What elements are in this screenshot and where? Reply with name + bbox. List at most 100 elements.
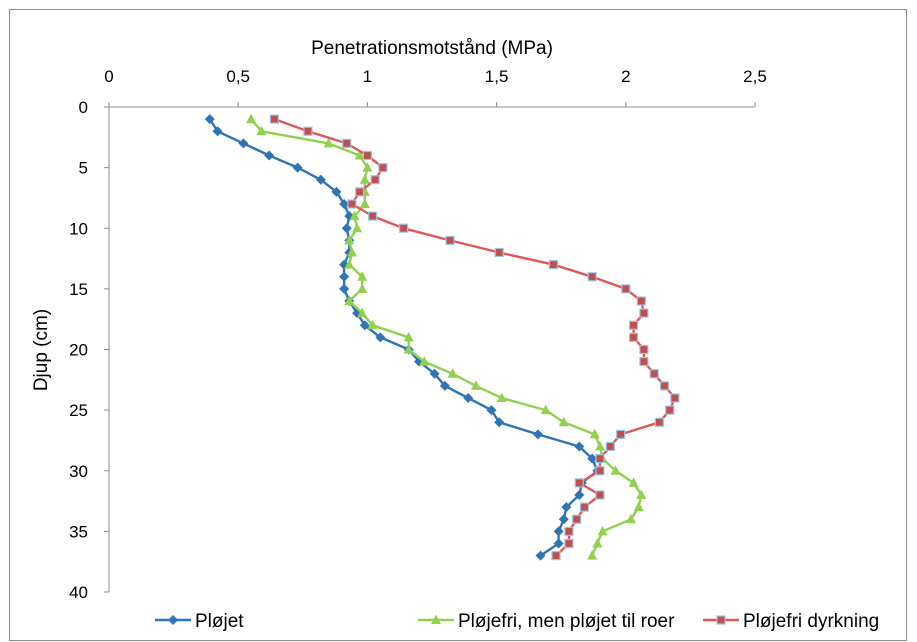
- data-point: [594, 441, 605, 451]
- data-point: [561, 502, 572, 513]
- data-point: [344, 259, 355, 269]
- legend-swatch-marker: [168, 615, 178, 625]
- data-point: [447, 368, 458, 378]
- data-point: [375, 332, 386, 343]
- series-line: [208, 118, 599, 557]
- data-point: [540, 404, 551, 415]
- data-point: [359, 198, 370, 208]
- data-point: [346, 247, 357, 257]
- data-point: [349, 210, 360, 221]
- data-point: [354, 150, 365, 160]
- legend-item: Pløjefri, men pløjet til roer: [418, 611, 675, 632]
- data-point: [595, 466, 605, 476]
- data-point: [649, 369, 659, 379]
- data-point: [625, 513, 636, 524]
- data-point: [344, 295, 355, 305]
- data-point: [628, 332, 639, 342]
- data-point: [587, 272, 597, 282]
- data-point: [352, 222, 363, 233]
- data-point: [564, 538, 574, 549]
- data-point: [553, 538, 564, 549]
- data-point: [445, 235, 455, 245]
- data-point: [595, 454, 605, 464]
- data-point: [370, 175, 380, 185]
- data-point: [587, 550, 598, 560]
- legend-label: Pløjet: [195, 611, 244, 632]
- data-point: [621, 284, 631, 294]
- y-tick-label: 30: [69, 462, 88, 481]
- data-point: [238, 138, 249, 149]
- data-point: [579, 502, 590, 512]
- data-point: [558, 514, 569, 525]
- data-point: [403, 331, 414, 342]
- data-point: [654, 417, 664, 427]
- data-point: [572, 514, 582, 524]
- x-tick-label: 1,5: [485, 67, 509, 86]
- data-point: [359, 174, 370, 184]
- data-point: [636, 296, 646, 306]
- data-point: [339, 199, 350, 209]
- y-tick-label: 10: [69, 219, 88, 238]
- data-point: [347, 199, 357, 209]
- legend-swatch-marker: [716, 615, 726, 625]
- data-point: [628, 320, 639, 330]
- data-point: [323, 137, 334, 148]
- data-point: [256, 125, 267, 136]
- data-point: [344, 234, 355, 245]
- data-point: [342, 138, 352, 148]
- data-point: [553, 526, 564, 537]
- data-point: [670, 393, 680, 403]
- data-point: [367, 211, 378, 221]
- data-point: [639, 344, 649, 355]
- data-point: [496, 392, 507, 402]
- y-tick-label: 35: [69, 522, 88, 541]
- data-point: [341, 223, 352, 234]
- legend-swatch-marker: [431, 614, 441, 624]
- data-point: [246, 113, 257, 124]
- series-2: [246, 113, 647, 560]
- data-point: [574, 490, 585, 500]
- data-point: [362, 162, 373, 172]
- data-point: [494, 417, 505, 428]
- legend-item: Pløjefri dyrkning: [703, 611, 879, 632]
- data-point: [339, 271, 350, 282]
- data-point: [264, 150, 275, 161]
- data-point: [597, 525, 608, 536]
- series-3: [269, 114, 680, 561]
- data-point: [355, 187, 365, 197]
- data-point: [574, 441, 585, 452]
- data-point: [429, 368, 440, 379]
- data-point: [633, 501, 644, 512]
- data-point: [362, 150, 372, 161]
- data-point: [398, 223, 409, 233]
- data-point: [331, 186, 342, 197]
- data-point: [359, 320, 370, 331]
- data-point: [558, 416, 569, 427]
- data-point: [636, 489, 647, 499]
- data-point: [357, 283, 368, 293]
- data-point: [587, 453, 598, 464]
- data-point: [610, 465, 621, 475]
- y-tick-label: 15: [69, 280, 88, 299]
- legend-item: Pløjet: [155, 611, 244, 632]
- data-point: [592, 538, 603, 548]
- data-point: [339, 283, 350, 294]
- data-point: [212, 126, 223, 137]
- data-point: [639, 308, 649, 318]
- data-point: [439, 380, 450, 391]
- x-axis-title: Penetrationsmotstånd (MPa): [311, 38, 553, 59]
- series-layer: [204, 113, 680, 561]
- data-point: [470, 380, 481, 390]
- x-tick-label: 2,5: [743, 67, 767, 86]
- series-line: [250, 118, 643, 557]
- y-tick-label: 20: [69, 341, 88, 360]
- data-point: [532, 429, 543, 440]
- data-point: [595, 490, 605, 500]
- chart-frame: [9, 9, 907, 641]
- data-point: [204, 114, 215, 125]
- data-point: [605, 441, 615, 452]
- data-point: [419, 356, 430, 366]
- data-point: [616, 429, 626, 439]
- legend: Pløjet Pløjefri, men pløjet til roer Pløje…: [155, 611, 879, 632]
